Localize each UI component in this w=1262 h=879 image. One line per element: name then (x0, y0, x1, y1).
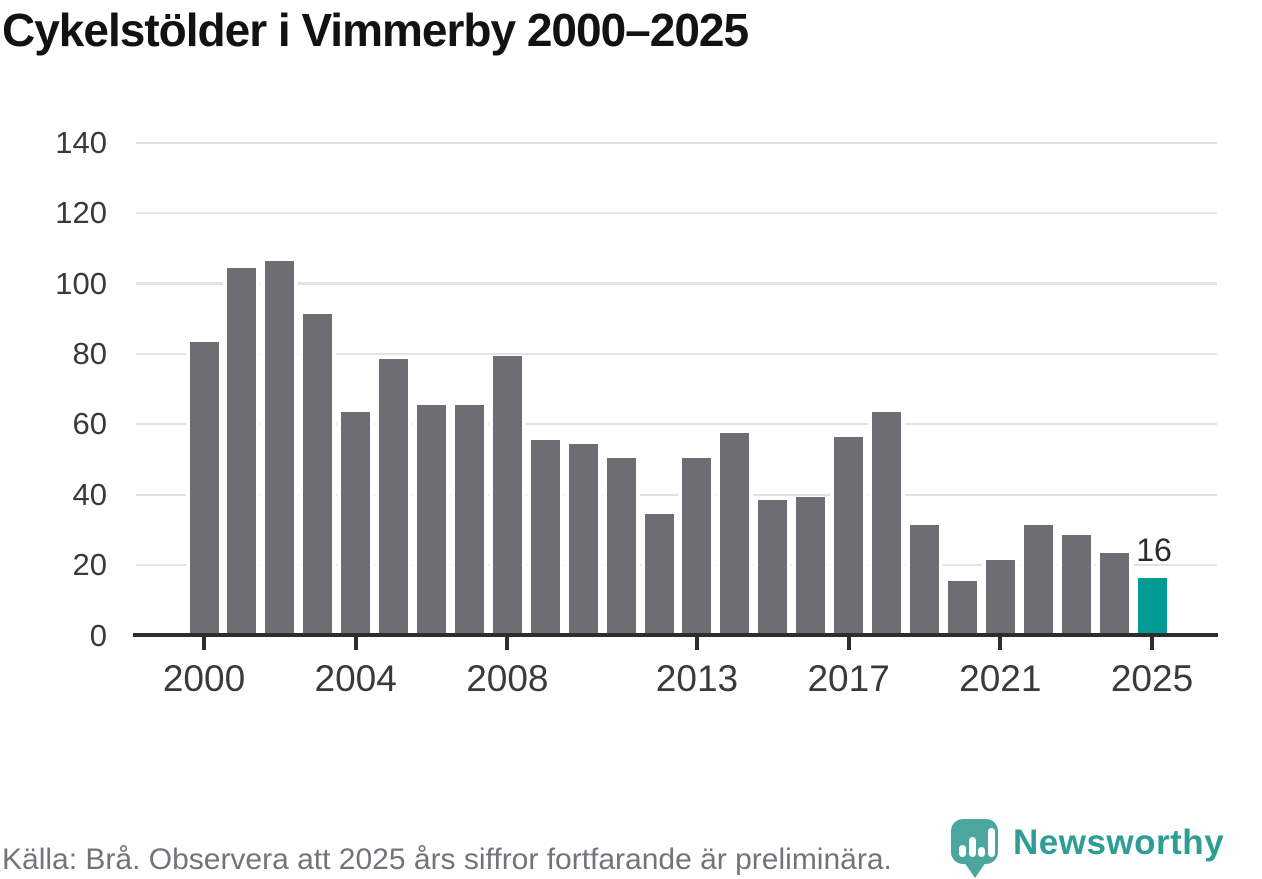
bar-2010 (564, 443, 602, 634)
gridline-100 (136, 282, 1217, 285)
bar-2025 (1133, 577, 1171, 634)
y-axis-label-140: 140 (55, 124, 107, 160)
bar-2009 (526, 440, 564, 634)
x-tick-2004 (353, 637, 358, 650)
bar-2011 (602, 458, 640, 634)
x-tick-2013 (694, 637, 699, 650)
y-axis-label-120: 120 (55, 195, 107, 231)
y-axis-label-40: 40 (72, 476, 107, 512)
bar-2015 (754, 500, 792, 634)
bar-2016 (792, 496, 830, 634)
gridline-40 (136, 493, 1217, 496)
y-axis-label-60: 60 (72, 406, 107, 442)
x-axis-line (133, 633, 1218, 637)
bar-2000 (185, 341, 223, 634)
x-tick-2021 (998, 637, 1003, 650)
source-note: Källa: Brå. Observera att 2025 års siffr… (2, 843, 892, 876)
bar-2003 (299, 313, 337, 634)
x-axis-label-2013: 2013 (655, 658, 739, 699)
x-axis-label-2021: 2021 (959, 658, 1042, 699)
bar-2020 (943, 581, 981, 634)
bar-2018 (868, 412, 906, 634)
y-axis-label-100: 100 (55, 265, 107, 301)
bar-2007 (450, 405, 488, 634)
gridline-140 (136, 141, 1217, 144)
bar-value-label: 16 (1136, 531, 1172, 568)
x-axis-label-2017: 2017 (807, 658, 890, 699)
bar-2023 (1057, 535, 1095, 634)
x-tick-2017 (846, 637, 851, 650)
bar-2017 (830, 436, 868, 634)
x-tick-2025 (1150, 637, 1154, 650)
bar-2013 (678, 458, 716, 634)
bar-2022 (1019, 524, 1057, 634)
bar-2004 (337, 412, 375, 634)
bar-2024 (1095, 553, 1133, 634)
x-tick-2000 (202, 637, 206, 650)
x-axis-label-2004: 2004 (314, 658, 397, 699)
x-axis-label-2025: 2025 (1110, 658, 1194, 699)
bar-2008 (488, 355, 526, 634)
bar-2021 (981, 560, 1019, 634)
bar-2006 (413, 405, 451, 634)
x-tick-2008 (505, 637, 510, 650)
gridline-120 (136, 211, 1217, 215)
y-axis-label-0: 0 (89, 617, 107, 653)
bar-2001 (223, 267, 261, 634)
chart-title: Cykelstölder i Vimmerby 2000–2025 (2, 4, 749, 56)
y-axis-label-80: 80 (72, 335, 107, 371)
bar-2012 (640, 514, 678, 634)
bar-2002 (261, 260, 299, 634)
bar-2019 (905, 524, 943, 634)
bar-2014 (716, 433, 754, 634)
gridline-60 (136, 423, 1217, 426)
y-axis-label-20: 20 (72, 547, 107, 583)
x-axis-label-2008: 2008 (466, 658, 549, 699)
gridline-80 (136, 352, 1217, 356)
bar-2005 (375, 359, 413, 634)
x-axis-label-2000: 2000 (162, 658, 246, 699)
